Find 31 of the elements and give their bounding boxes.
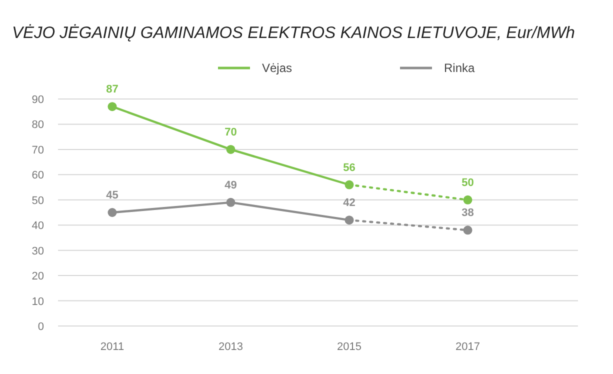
point: [463, 226, 472, 235]
point: [108, 102, 117, 112]
data-label: 42: [343, 197, 356, 210]
legend-label: Vėjas: [262, 61, 292, 75]
data-label: 50: [462, 176, 474, 189]
data-label: 45: [106, 190, 118, 202]
y-tick-label: 0: [38, 321, 44, 333]
x-tick-label: 2017: [456, 341, 480, 353]
point: [108, 208, 117, 217]
data-label: 49: [224, 179, 237, 192]
y-tick-label: 90: [32, 94, 44, 106]
y-tick-label: 60: [32, 170, 44, 182]
y-tick-label: 20: [32, 270, 44, 283]
data-label: 56: [343, 162, 356, 174]
point: [226, 198, 236, 207]
y-tick-label: 80: [32, 119, 44, 132]
y-tick-label: 70: [32, 144, 44, 156]
y-tick-label: 40: [32, 220, 44, 232]
x-tick-label: 2015: [337, 341, 362, 353]
point: [463, 195, 472, 204]
data-label: 70: [224, 126, 237, 138]
data-label: 87: [106, 84, 118, 96]
y-tick-label: 30: [32, 245, 44, 258]
y-tick-label: 10: [32, 296, 44, 308]
legend-label: Rinka: [444, 61, 476, 75]
point: [226, 144, 236, 154]
x-tick-label: 2011: [100, 341, 124, 353]
x-tick-label: 2013: [218, 341, 243, 353]
data-label: 38: [462, 207, 474, 220]
y-tick-label: 50: [32, 194, 44, 207]
chart-title: VĖJO JĖGAINIŲ GAMINAMOS ELEKTROS KAINOS LIETUVOJE, Eur/MWh: [12, 24, 575, 42]
